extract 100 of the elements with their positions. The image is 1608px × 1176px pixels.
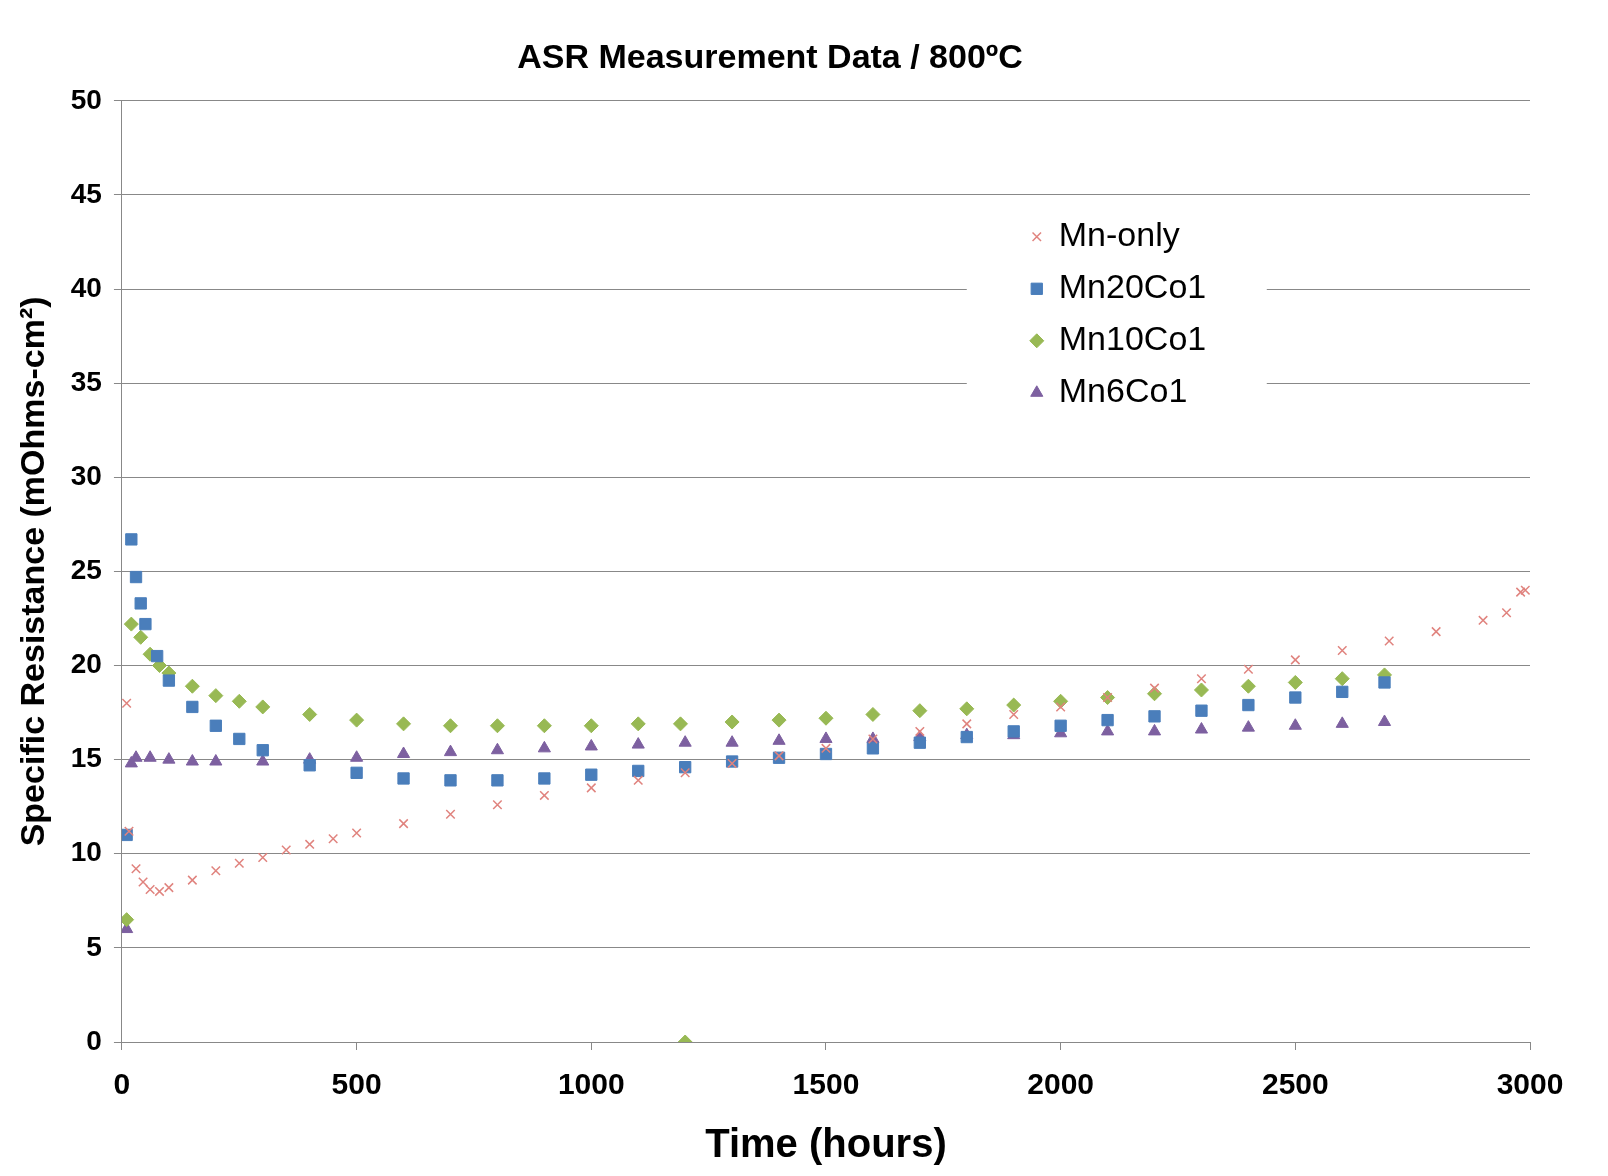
point: [397, 772, 410, 785]
point: [680, 767, 691, 778]
x-tick-label: 1500: [792, 1067, 860, 1101]
legend-label: Mn-only: [1058, 215, 1180, 254]
point: [771, 712, 787, 728]
point: [1501, 607, 1512, 618]
point: [536, 718, 552, 734]
y-tick-label: 5: [86, 930, 102, 962]
point: [281, 845, 292, 855]
point: [633, 775, 644, 786]
point: [914, 726, 925, 737]
y-tick-label: 15: [70, 742, 102, 774]
point: [131, 863, 142, 874]
y-axis-title: Specific Resistance (mOhms-cm²): [12, 296, 51, 847]
point: [304, 839, 315, 850]
point: [1194, 722, 1209, 734]
point: [256, 744, 269, 757]
point: [1287, 674, 1303, 690]
point: [913, 736, 926, 749]
point: [396, 716, 412, 732]
point: [163, 882, 174, 893]
point: [444, 774, 457, 787]
point: [1515, 587, 1526, 598]
point: [1006, 697, 1022, 713]
point: [134, 597, 147, 610]
point: [1378, 676, 1391, 689]
point: [583, 718, 599, 734]
x-tick-label: 1000: [557, 1067, 625, 1101]
point: [143, 750, 157, 762]
point: [631, 737, 645, 749]
point: [210, 865, 221, 876]
point: [125, 533, 138, 546]
point: [1101, 713, 1114, 727]
point: [396, 746, 411, 758]
point: [234, 858, 245, 869]
y-tick-label: 50: [70, 83, 102, 115]
point: [632, 764, 645, 778]
point: [442, 718, 458, 734]
point: [672, 716, 688, 732]
point: [1054, 719, 1067, 732]
point: [1148, 710, 1161, 723]
point: [866, 742, 880, 755]
point: [187, 875, 198, 886]
point: [145, 884, 156, 895]
point: [1334, 671, 1350, 687]
point: [256, 754, 270, 766]
point: [1147, 723, 1162, 736]
point: [865, 706, 881, 722]
point: [912, 703, 928, 719]
point: [584, 738, 598, 751]
point: [1242, 698, 1255, 712]
point: [1195, 704, 1208, 717]
legend-label: Mn20Co1: [1058, 267, 1207, 306]
point: [1336, 685, 1349, 699]
point: [154, 886, 165, 897]
point: [123, 616, 139, 632]
x-axis-title: Time (hours): [705, 1121, 947, 1166]
point: [209, 719, 222, 732]
legend-label: Mn10Co1: [1058, 319, 1207, 358]
point: [209, 754, 223, 766]
point: [350, 766, 363, 779]
point: [818, 710, 834, 726]
point: [492, 799, 503, 810]
point: [233, 732, 246, 746]
y-tick-label: 20: [70, 648, 102, 680]
point: [491, 774, 504, 787]
point: [678, 735, 692, 747]
point: [445, 809, 456, 820]
point: [1193, 682, 1209, 698]
point: [121, 698, 132, 709]
point: [1243, 664, 1254, 675]
point: [725, 735, 739, 747]
point: [539, 790, 550, 801]
point: [819, 731, 833, 743]
point: [960, 730, 973, 744]
point: [184, 678, 200, 694]
chart-title: ASR Measurement Data / 800ºC: [517, 36, 1023, 75]
point: [538, 772, 551, 785]
point: [1337, 645, 1348, 656]
y-tick-label: 30: [70, 460, 102, 491]
point: [1241, 720, 1255, 732]
x-tick-label: 500: [331, 1067, 382, 1101]
point: [133, 629, 149, 645]
point: [630, 716, 646, 732]
point: [231, 693, 247, 709]
point: [162, 752, 176, 764]
point: [959, 701, 975, 717]
point: [1384, 636, 1395, 647]
point: [490, 742, 504, 755]
point: [302, 706, 318, 722]
point: [328, 833, 339, 844]
point: [129, 570, 143, 584]
y-tick-label: 10: [70, 836, 102, 868]
point: [1335, 716, 1349, 728]
point: [537, 740, 551, 753]
point: [350, 750, 364, 762]
point: [1431, 626, 1442, 637]
point: [121, 912, 135, 928]
point: [186, 700, 199, 714]
point: [961, 718, 972, 729]
